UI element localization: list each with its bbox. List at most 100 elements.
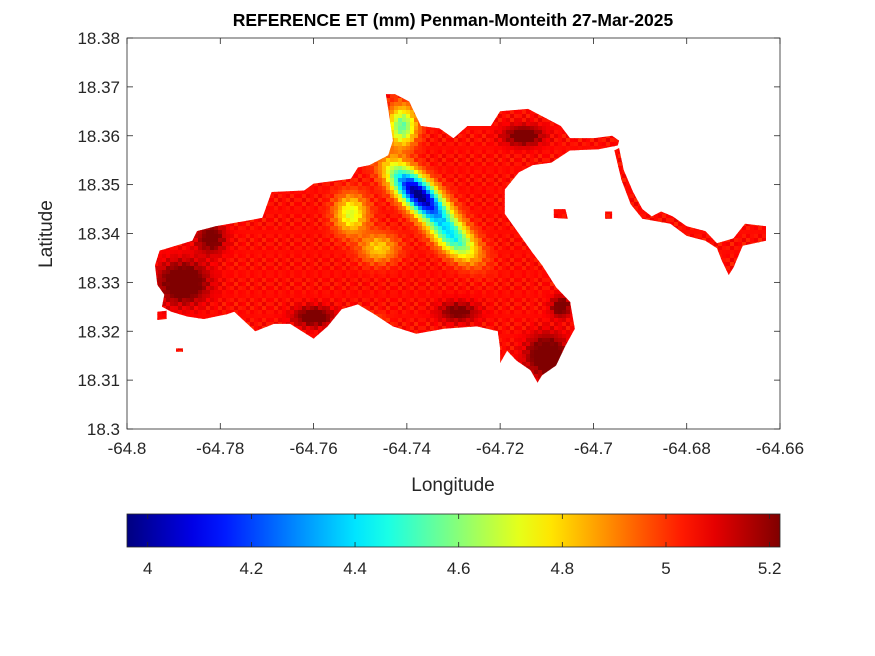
et-cell	[558, 110, 563, 115]
et-cell	[650, 130, 655, 135]
et-cell	[662, 146, 667, 151]
et-cell	[570, 70, 575, 75]
et-cell	[350, 102, 355, 107]
et-cell	[286, 178, 291, 183]
et-cell	[258, 142, 263, 147]
et-cell	[386, 146, 391, 151]
et-cell	[682, 102, 687, 107]
et-cell	[226, 106, 231, 111]
et-cell	[446, 86, 451, 91]
et-cell	[522, 98, 527, 103]
et-cell	[598, 110, 603, 115]
et-cell	[334, 186, 339, 191]
et-cell	[362, 186, 367, 191]
et-cell	[750, 174, 755, 179]
et-cell	[446, 130, 451, 135]
et-cell	[290, 142, 295, 147]
et-cell	[350, 82, 355, 87]
et-cell	[486, 98, 491, 103]
et-cell	[618, 142, 623, 147]
et-cell	[378, 158, 383, 163]
et-cell	[610, 146, 615, 151]
et-cell	[526, 118, 531, 123]
et-cell	[186, 102, 191, 107]
et-cell	[190, 146, 195, 151]
et-cell	[310, 190, 315, 195]
et-cell	[550, 134, 555, 139]
et-cell	[155, 102, 159, 107]
et-cell	[686, 138, 691, 143]
et-cell	[526, 102, 531, 107]
et-cell	[398, 174, 403, 179]
et-cell	[506, 86, 511, 91]
et-cell	[594, 170, 599, 175]
et-cell	[766, 70, 771, 75]
et-cell	[566, 126, 571, 131]
et-cell	[562, 70, 567, 75]
et-cell	[626, 94, 631, 95]
et-cell	[246, 78, 251, 83]
et-cell	[402, 170, 407, 175]
et-cell	[182, 194, 187, 199]
et-cell	[302, 94, 307, 95]
et-cell	[294, 158, 299, 163]
et-cell	[454, 102, 459, 107]
et-cell	[758, 146, 763, 151]
et-cell	[530, 86, 535, 91]
et-cell	[194, 174, 199, 179]
et-cell	[306, 150, 311, 155]
et-cell	[346, 190, 351, 195]
et-cell	[406, 142, 411, 147]
et-cell	[622, 94, 627, 95]
et-cell	[594, 94, 599, 95]
et-cell	[702, 86, 707, 91]
et-cell	[346, 146, 351, 151]
et-cell	[662, 162, 667, 167]
et-cell	[366, 130, 371, 135]
et-cell	[742, 110, 747, 115]
et-cell	[762, 102, 766, 107]
et-cell	[266, 170, 271, 175]
et-cell	[358, 150, 363, 155]
et-cell	[346, 106, 351, 111]
et-cell	[326, 138, 331, 143]
et-cell	[626, 190, 631, 195]
et-cell	[378, 98, 383, 103]
et-cell	[630, 162, 635, 167]
et-cell	[398, 102, 403, 107]
et-cell	[718, 74, 723, 79]
et-cell	[250, 170, 255, 175]
et-cell	[490, 174, 495, 179]
et-cell	[198, 190, 203, 195]
et-cell	[230, 190, 235, 195]
et-cell	[582, 122, 587, 127]
et-cell	[155, 178, 159, 183]
et-cell	[766, 182, 771, 187]
et-cell	[562, 110, 567, 115]
et-cell	[250, 166, 255, 171]
et-cell	[618, 174, 623, 179]
et-cell	[686, 114, 691, 119]
et-cell	[402, 146, 407, 151]
et-cell	[166, 138, 171, 143]
et-cell	[278, 86, 283, 91]
et-cell	[654, 170, 659, 175]
et-cell	[554, 154, 559, 159]
et-cell	[318, 142, 323, 147]
et-cell	[226, 138, 231, 143]
et-cell	[506, 118, 511, 123]
et-cell	[155, 174, 159, 179]
et-cell	[706, 126, 711, 131]
et-cell	[770, 158, 775, 163]
et-cell	[382, 174, 387, 179]
et-cell	[610, 130, 615, 135]
et-cell	[370, 158, 375, 163]
et-cell	[614, 166, 619, 171]
et-cell	[586, 98, 591, 103]
et-cell	[366, 122, 371, 127]
et-cell	[742, 174, 747, 179]
et-cell	[398, 114, 403, 119]
et-cell	[726, 194, 731, 199]
et-cell	[342, 126, 347, 131]
et-cell	[590, 138, 595, 143]
